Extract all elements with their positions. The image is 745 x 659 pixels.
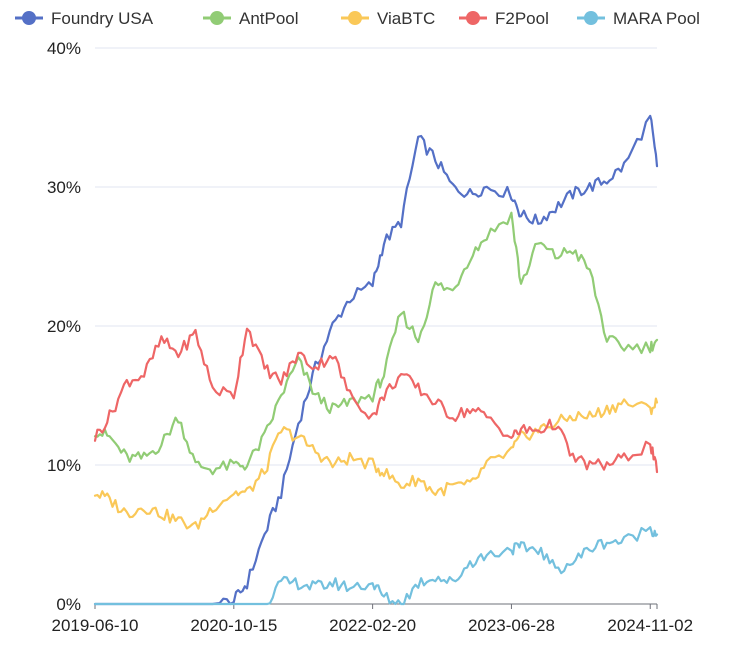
x-tick-label: 2020-10-15 xyxy=(190,616,277,635)
x-tick-label: 2022-02-20 xyxy=(329,616,416,635)
y-tick-label: 20% xyxy=(47,317,81,336)
legend-swatch-marker xyxy=(210,11,224,25)
x-tick-label: 2024-11-02 xyxy=(607,616,693,635)
legend-item-mara-pool[interactable]: MARA Pool xyxy=(577,9,700,28)
legend-item-antpool[interactable]: AntPool xyxy=(203,9,299,28)
legend-item-viabtc[interactable]: ViaBTC xyxy=(341,9,435,28)
legend[interactable]: Foundry USA AntPool ViaBTC F2Pool MARA Pool xyxy=(15,9,700,28)
series-lines xyxy=(93,114,659,606)
legend-label: MARA Pool xyxy=(613,9,700,28)
y-tick-label: 10% xyxy=(47,456,81,475)
legend-swatch-marker xyxy=(22,11,36,25)
legend-swatch-marker xyxy=(466,11,480,25)
y-tick-label: 0% xyxy=(56,595,81,614)
legend-item-f2pool[interactable]: F2Pool xyxy=(459,9,549,28)
legend-label: ViaBTC xyxy=(377,9,435,28)
legend-swatch-marker xyxy=(348,11,362,25)
legend-label: AntPool xyxy=(239,9,299,28)
legend-label: Foundry USA xyxy=(51,9,154,28)
series-line-antpool[interactable] xyxy=(93,211,659,476)
legend-label: F2Pool xyxy=(495,9,549,28)
x-tick-label: 2019-06-10 xyxy=(52,616,139,635)
x-tick-label: 2023-06-28 xyxy=(468,616,555,635)
y-tick-label: 40% xyxy=(47,39,81,58)
y-tick-label: 30% xyxy=(47,178,81,197)
series-line-foundry-usa[interactable] xyxy=(93,114,659,606)
legend-swatch-marker xyxy=(584,11,598,25)
gridlines xyxy=(95,47,657,466)
legend-item-foundry-usa[interactable]: Foundry USA xyxy=(15,9,154,28)
series-line-mara-pool[interactable] xyxy=(93,526,659,606)
series-line-viabtc[interactable] xyxy=(93,397,659,530)
series-line-f2pool[interactable] xyxy=(93,327,659,474)
